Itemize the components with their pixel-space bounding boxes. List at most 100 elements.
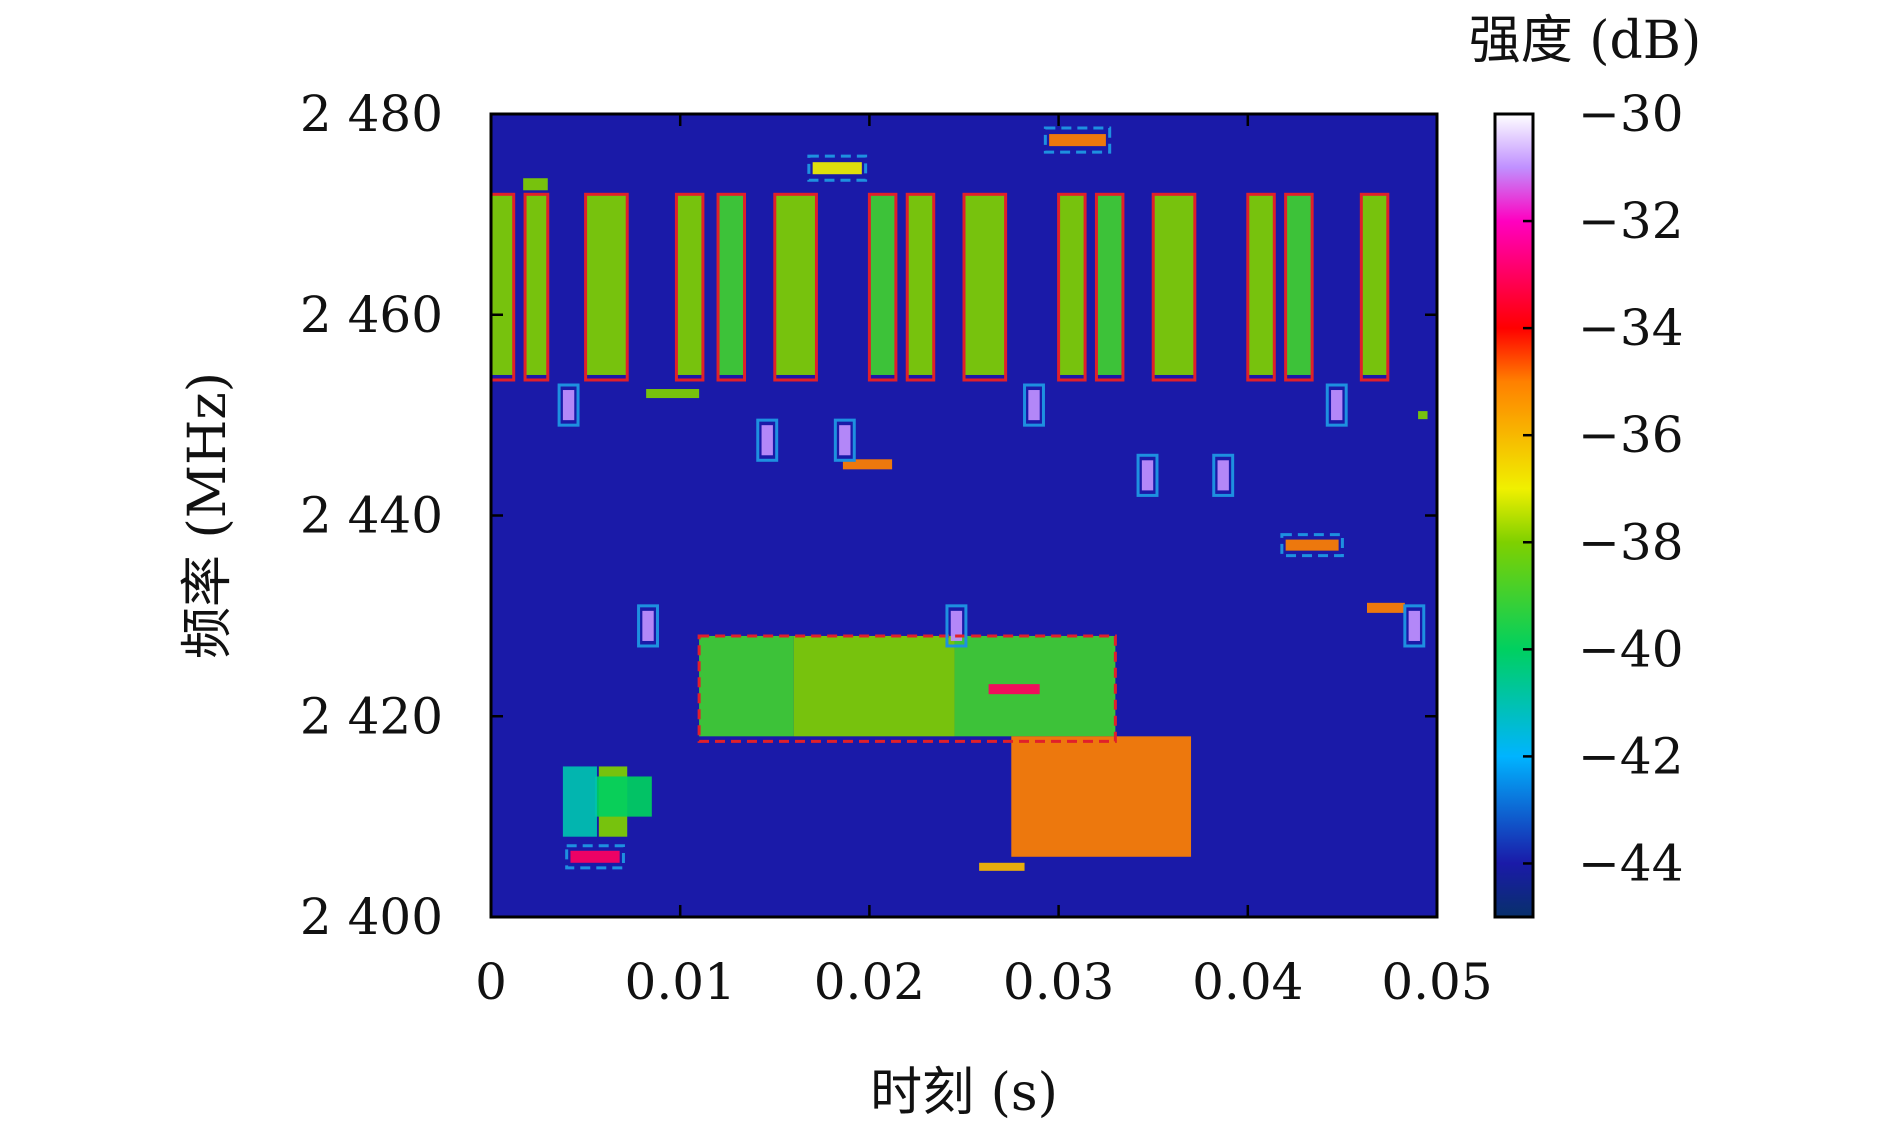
solid-blue-box: [1136, 453, 1159, 497]
signal-burst: [1247, 194, 1275, 375]
short-pulse: [642, 610, 654, 641]
annotation-boxes: [489, 126, 1426, 870]
solid-red-box: [1284, 192, 1314, 382]
y-tick-label: 2 420: [300, 687, 443, 745]
signal-burst: [1153, 194, 1195, 375]
solid-red-box: [1359, 192, 1390, 382]
signal-burst: [676, 194, 703, 375]
colorbar-tick-label: −30: [1578, 85, 1684, 143]
short-pulse: [1285, 539, 1339, 551]
dashed-blue-box: [1280, 533, 1344, 558]
solid-red-box: [584, 192, 629, 382]
y-tick-label: 2 440: [300, 487, 443, 545]
solid-red-box: [867, 192, 898, 382]
solid-blue-box: [1023, 383, 1045, 427]
signal-burst: [869, 194, 896, 375]
y-axis: 2 400 2 420 2 440 2 460 2 480: [300, 85, 1437, 946]
solid-red-box: [773, 192, 818, 382]
colorbar-tick-label: −34: [1578, 299, 1684, 357]
colorbar: −30 −32 −34 −36 −38 −40 −42 −44 强度 (dB): [1469, 11, 1702, 919]
solid-red-box: [905, 192, 936, 382]
x-tick-label: 0.03: [1003, 953, 1114, 1011]
colorbar-label: 强度 (dB): [1469, 11, 1702, 71]
colorbar-gradient: [1493, 112, 1535, 919]
x-axis: 0 0.01 0.02 0.03 0.04 0.05: [475, 114, 1493, 1011]
short-pulse: [988, 684, 1040, 695]
solid-red-box: [1057, 192, 1087, 382]
solid-blue-box: [756, 418, 779, 462]
short-pulse: [562, 390, 575, 421]
x-axis-label: 时刻 (s): [870, 1063, 1058, 1123]
signal-burst: [718, 194, 745, 375]
colorbar-tick-label: −42: [1578, 727, 1684, 785]
signal-burst: [1011, 736, 1192, 857]
solid-red-box: [1094, 192, 1125, 382]
solid-red-box: [674, 192, 705, 382]
signal-burst: [774, 194, 817, 375]
signal-burst: [525, 194, 548, 375]
short-pulse: [1331, 390, 1343, 421]
signal-burst: [699, 635, 794, 737]
solid-red-box: [716, 192, 747, 382]
dashed-blue-box: [1043, 126, 1112, 154]
signal-burst: [1058, 194, 1086, 375]
solid-red-box: [523, 192, 550, 382]
colorbar-tick-label: −32: [1578, 192, 1684, 250]
dashed-red-box: [697, 634, 1117, 743]
short-pulse: [1217, 460, 1229, 491]
x-tick-label: 0.02: [814, 953, 925, 1011]
short-pulse: [950, 610, 963, 641]
heatmap-plot: [489, 112, 1439, 919]
colorbar-tick-label: −38: [1578, 513, 1684, 571]
signal-burst: [595, 776, 652, 817]
solid-blue-box: [1325, 383, 1348, 427]
y-tick-label: 2 480: [300, 85, 443, 143]
short-pulses: [523, 134, 1428, 871]
signal-burst: [907, 194, 934, 375]
x-tick-label: 0.05: [1381, 953, 1492, 1011]
short-pulse: [812, 162, 862, 175]
solid-blue-box: [945, 604, 968, 648]
signal-burst: [793, 635, 955, 737]
short-pulse: [839, 425, 851, 456]
short-pulse: [842, 459, 893, 470]
y-axis-label: 频率 (MHz): [178, 372, 238, 659]
signal-burst: [1096, 194, 1123, 375]
short-pulse: [570, 850, 620, 863]
short-pulse: [646, 389, 700, 399]
x-tick-label: 0.01: [625, 953, 736, 1011]
colorbar-ticks: −30 −32 −34 −36 −38 −40 −42 −44: [1523, 85, 1684, 892]
solid-red-box: [1151, 192, 1197, 382]
colorbar-tick-label: −36: [1578, 406, 1684, 464]
y-tick-label: 2 400: [300, 888, 443, 946]
solid-blue-box: [1212, 453, 1235, 497]
signal-burst: [1285, 194, 1313, 375]
x-tick-label: 0.04: [1192, 953, 1303, 1011]
solid-blue-box: [637, 604, 659, 648]
signal-burst: [562, 766, 597, 837]
colorbar-tick-label: −40: [1578, 620, 1684, 678]
dashed-blue-box: [565, 844, 625, 870]
x-tick-label: 0: [475, 953, 507, 1011]
dashed-blue-box: [807, 154, 868, 182]
short-pulse: [523, 178, 548, 191]
short-pulse: [1141, 460, 1154, 491]
signal-burst: [491, 194, 514, 375]
solid-blue-box: [557, 383, 580, 427]
solid-red-box: [962, 192, 1008, 382]
short-pulse: [979, 862, 1025, 871]
short-pulse: [1408, 610, 1420, 641]
solid-red-box: [1246, 192, 1276, 382]
solid-blue-box: [1403, 604, 1426, 648]
signal-burst: [964, 194, 1006, 375]
signal-bursts: [491, 194, 1388, 857]
short-pulse: [1418, 411, 1428, 420]
signal-burst: [1361, 194, 1388, 375]
signal-burst: [585, 194, 628, 375]
colorbar-tick-label: −44: [1578, 834, 1684, 892]
short-pulse: [1028, 390, 1040, 421]
short-pulse: [761, 425, 773, 456]
short-pulse: [1049, 134, 1106, 147]
short-pulse: [1366, 602, 1405, 613]
